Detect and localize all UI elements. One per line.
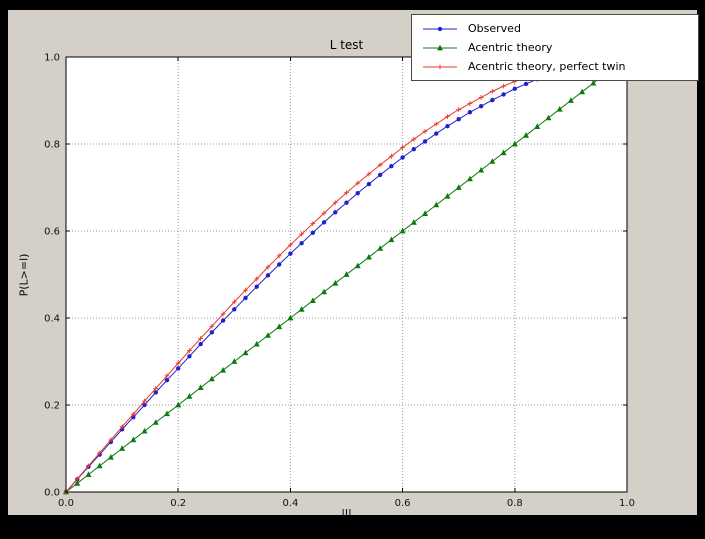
x-tick-label: 0.2 — [170, 498, 186, 509]
x-tick-label: 0.4 — [282, 498, 298, 509]
y-tick-label: 0.2 — [44, 401, 60, 412]
legend-box: Observed Acentric theory Acentric theory… — [411, 14, 699, 81]
tick-labels: 0.0 0.2 0.4 0.6 0.8 1.0 0.0 0.2 0.4 0.6 0.8 1.0 — [44, 53, 635, 510]
legend-item-acentric-theory: Acentric theory — [420, 38, 690, 57]
legend-label-observed: Observed — [468, 22, 521, 35]
y-axis-label: P(L>=l) — [17, 253, 31, 297]
legend-item-observed: Observed — [420, 19, 690, 38]
x-tick-label: 0.8 — [507, 498, 523, 509]
y-tick-label: 0.0 — [44, 488, 60, 499]
matplotlib-figure: 0.0 0.2 0.4 0.6 0.8 1.0 0.0 0.2 0.4 0.6 0.8 1.0 L t… — [8, 10, 699, 520]
legend-sample-acentric-theory — [423, 44, 457, 50]
legend-item-perfect-twin: Acentric theory, perfect twin — [420, 57, 690, 76]
y-tick-label: 0.8 — [44, 140, 60, 151]
plot-area: 0.0 0.2 0.4 0.6 0.8 1.0 0.0 0.2 0.4 0.6 0.8 1.0 — [44, 53, 635, 510]
legend-sample-observed — [423, 26, 457, 31]
x-tick-label: 1.0 — [619, 498, 635, 509]
legend-label-perfect-twin: Acentric theory, perfect twin — [468, 60, 626, 73]
series-acentric-theory — [63, 71, 608, 495]
legend-sample-perfect-twin — [423, 64, 457, 69]
chart-title: L test — [329, 38, 364, 52]
x-tick-label: 0.6 — [395, 498, 411, 509]
x-axis-label: |l| — [341, 507, 352, 520]
legend-label-acentric-theory: Acentric theory — [468, 41, 553, 54]
x-tick-label: 0.0 — [58, 498, 74, 509]
y-tick-label: 1.0 — [44, 53, 60, 64]
axes-frame — [65, 56, 628, 493]
y-tick-label: 0.4 — [44, 314, 60, 325]
gridlines — [66, 57, 627, 492]
series-acentric-theory-perfect-twin — [63, 66, 551, 495]
y-tick-label: 0.6 — [44, 227, 60, 238]
